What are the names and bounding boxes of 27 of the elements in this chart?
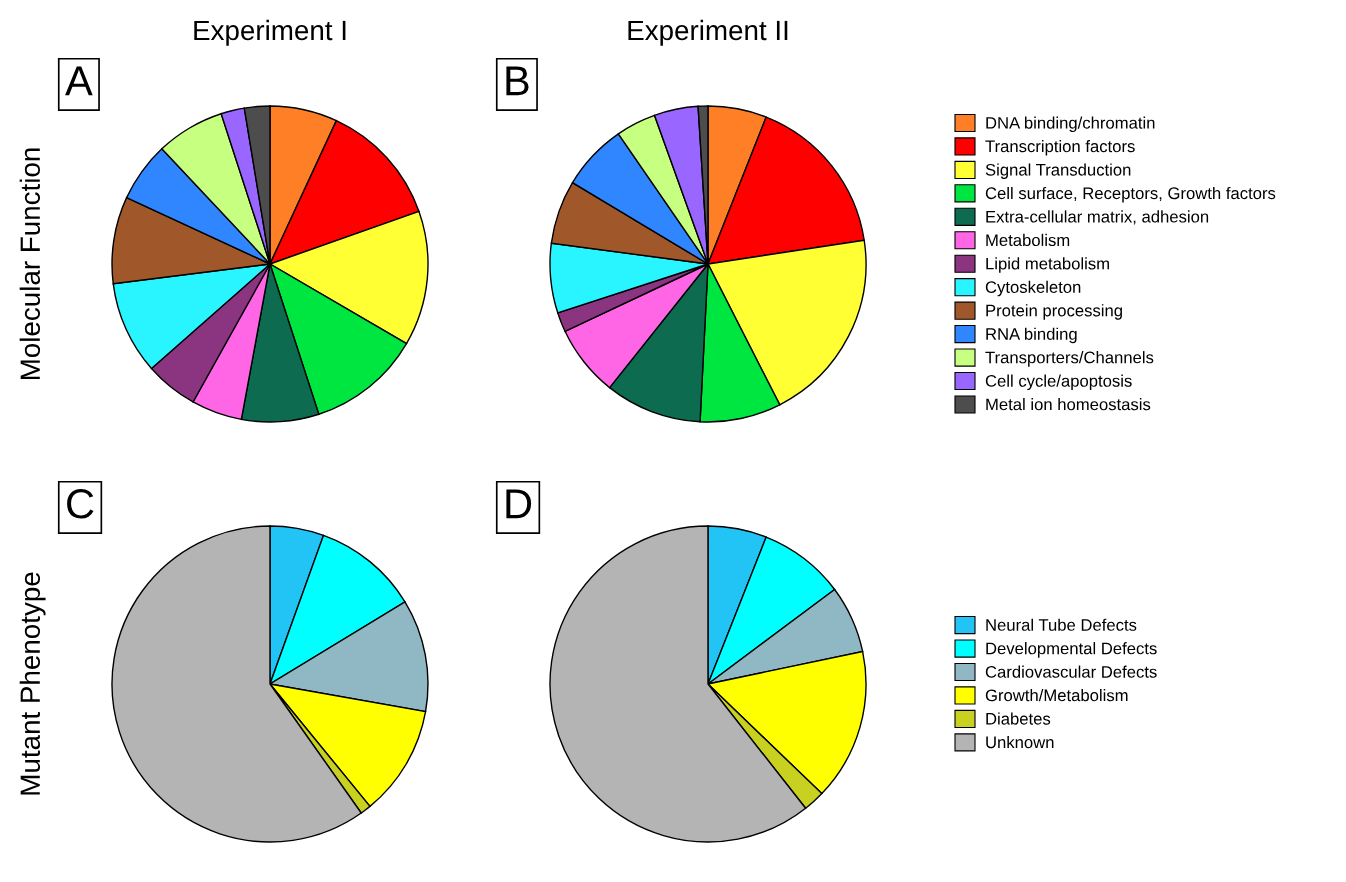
legend-label: Cardiovascular Defects [985, 665, 1157, 678]
text: Molecular Function [19, 148, 41, 380]
legend-label: Transcription factors [985, 139, 1135, 156]
legend-label: Growth/Metabolism [985, 689, 1128, 702]
legend-label: Developmental Defects [986, 642, 1157, 658]
legend-label: Transporters/Channels [985, 351, 1154, 367]
legend-label: Lipid metabolism [986, 257, 1109, 273]
legend-label: Metabolism [986, 233, 1070, 247]
text: Mutant Phenotype [19, 572, 46, 795]
legend-label: Extra-cellular matrix, adhesion [986, 210, 1209, 225]
legend-label: Cell cycle/apoptosis [985, 374, 1132, 391]
legend-label: Diabetes [986, 712, 1051, 725]
text: D [506, 489, 532, 519]
chart-title: Experiment I [194, 19, 346, 46]
text: A [65, 66, 93, 96]
legend-label: Metal ion homeostasis [986, 398, 1151, 411]
legend-label: Signal Transduction [985, 163, 1131, 179]
legend-label: Neural Tube Defects [986, 618, 1137, 631]
legend-label: Cell surface, Receptors, Growth factors [985, 186, 1276, 203]
text: B [506, 66, 529, 96]
legend-label: DNA binding/chromatin [986, 116, 1155, 133]
text: C [67, 489, 94, 519]
legend-label: Protein processing [986, 304, 1122, 320]
legend-label: Unknown [986, 735, 1054, 749]
legend-label: RNA binding [986, 327, 1077, 344]
chart-title: Experiment II [628, 19, 788, 46]
legend-label: Cytoskeleton [985, 280, 1081, 297]
